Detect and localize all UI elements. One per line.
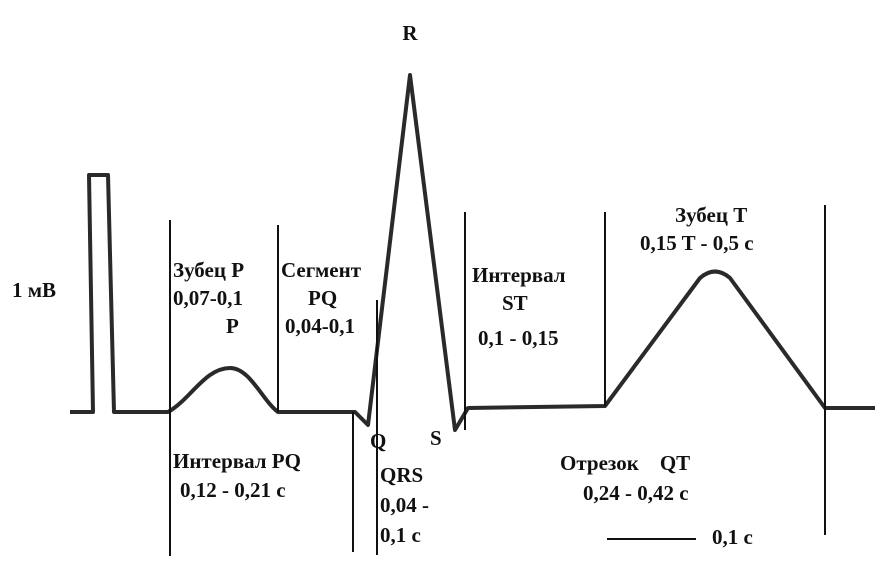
label: Интервал PQ [173, 449, 301, 473]
ecg-trace [70, 73, 875, 432]
label: Зубец P [173, 258, 244, 282]
label: P [226, 314, 239, 338]
label: 0,1 - 0,15 [478, 326, 559, 350]
label: S [430, 426, 442, 450]
label: Отрезок QT [560, 451, 690, 475]
label: ST [502, 291, 528, 315]
label: Q [370, 429, 386, 453]
label: Интервал [472, 263, 566, 287]
label: PQ [308, 286, 337, 310]
label: 1 мВ [12, 278, 56, 302]
label: QRS [380, 463, 423, 487]
label: 0,04 - [380, 493, 429, 517]
label: 0,15 T - 0,5 с [640, 231, 754, 255]
label: R [402, 21, 418, 45]
label: Зубец T [675, 203, 747, 227]
label: 0,12 - 0,21 с [180, 478, 286, 502]
label: 0,24 - 0,42 с [583, 481, 689, 505]
label: Сегмент [281, 258, 362, 282]
label: 0,04-0,1 [285, 314, 355, 338]
label: 0,1 с [380, 523, 421, 547]
label: 0,1 с [712, 525, 753, 549]
label: 0,07-0,1 [173, 286, 243, 310]
divider-lines [169, 205, 826, 556]
